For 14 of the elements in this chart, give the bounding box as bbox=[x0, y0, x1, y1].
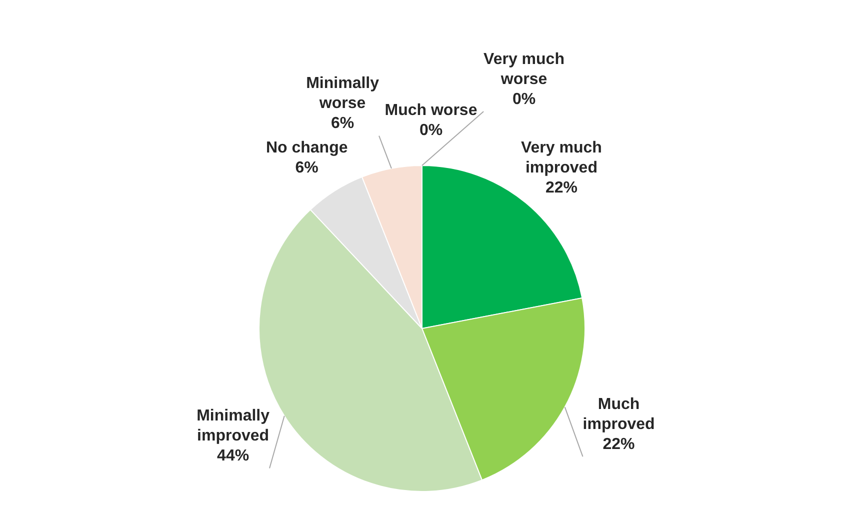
slice-label: Minimally worse bbox=[306, 75, 380, 112]
slice-label: Minimally improved bbox=[196, 408, 270, 445]
slice-label: No change bbox=[266, 139, 348, 156]
data-label: 6% bbox=[330, 115, 354, 132]
slice-label: Very much improved bbox=[520, 140, 602, 177]
category-label: Very much worse bbox=[484, 50, 564, 88]
data-label: 22% bbox=[545, 180, 578, 197]
category-label: Much worse bbox=[384, 102, 478, 119]
slice-label: Much improved bbox=[582, 396, 655, 433]
data-label: 22% bbox=[602, 436, 635, 453]
text: 0% bbox=[419, 122, 443, 139]
data-label: 6% bbox=[295, 159, 318, 176]
data-label: 44% bbox=[217, 448, 250, 465]
text: 0% bbox=[512, 90, 536, 108]
